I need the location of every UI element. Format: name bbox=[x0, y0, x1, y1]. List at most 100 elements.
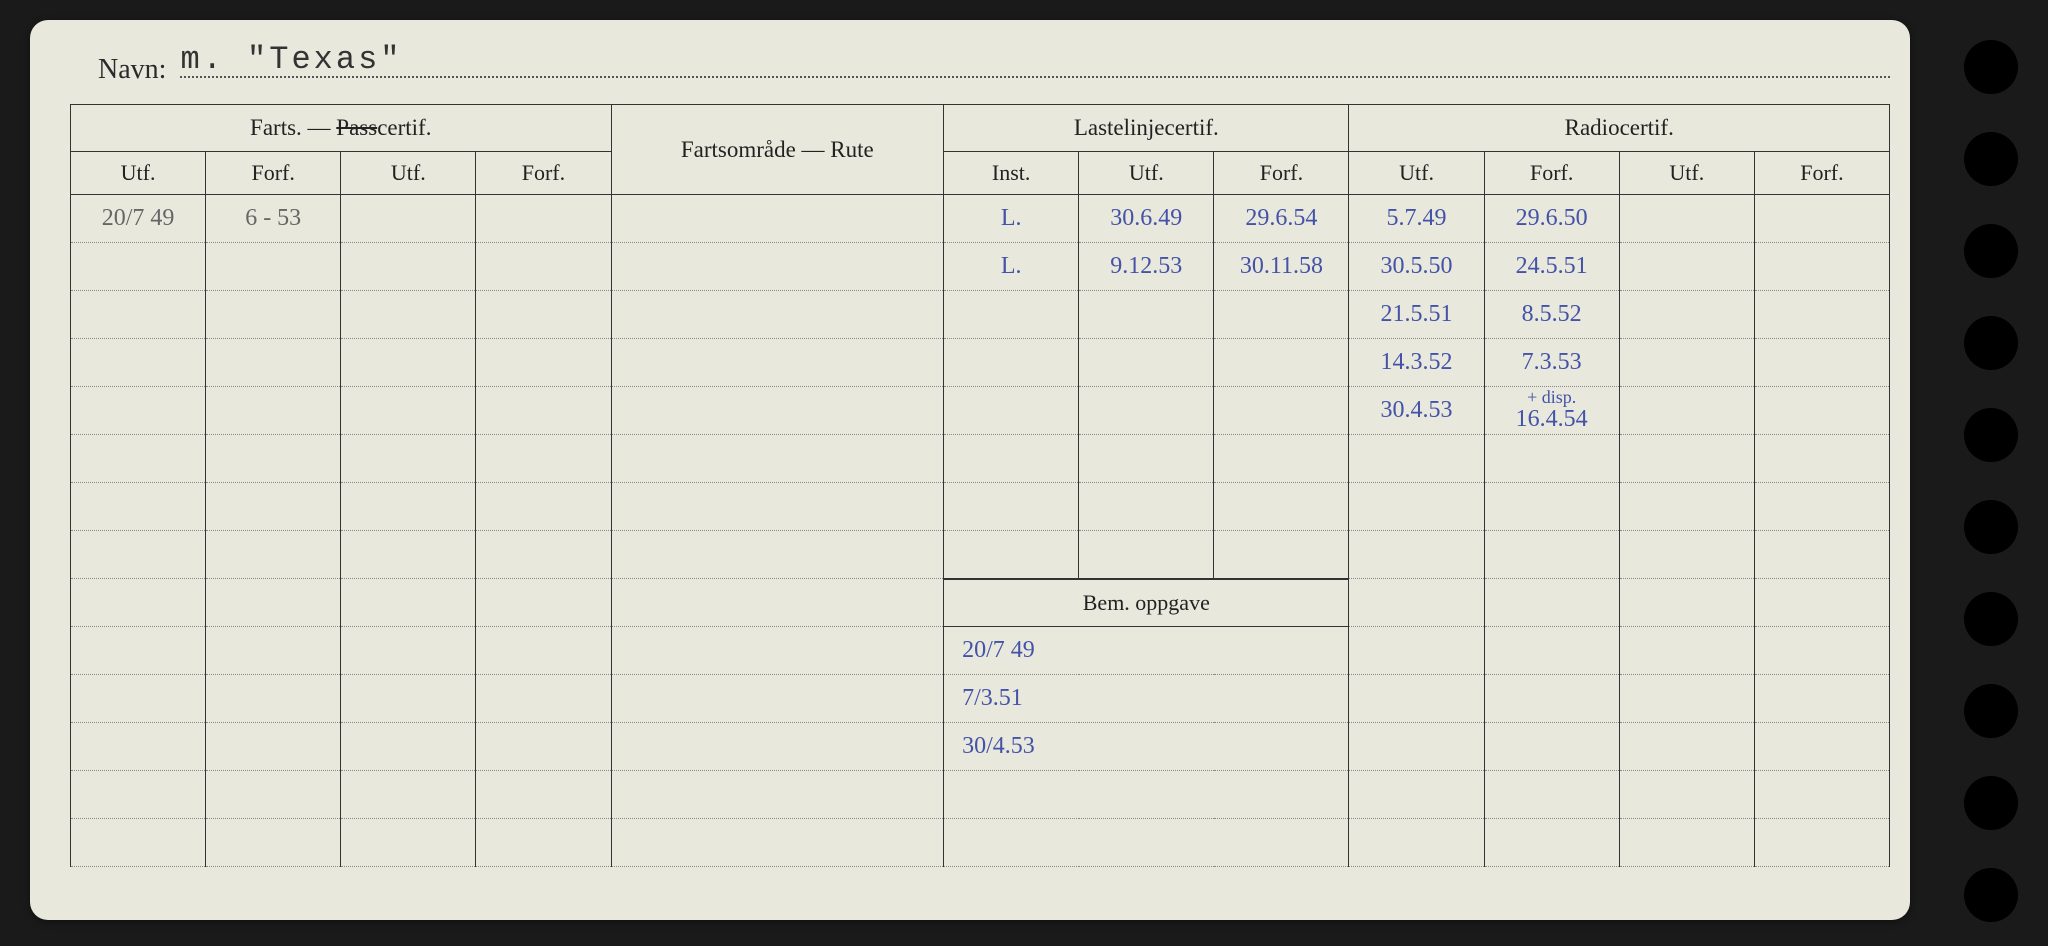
cell bbox=[206, 291, 341, 339]
bem-cell bbox=[944, 819, 1349, 867]
cell bbox=[341, 435, 476, 483]
header-forf: Forf. bbox=[476, 152, 611, 195]
cell bbox=[611, 723, 944, 771]
cell bbox=[944, 339, 1079, 387]
cell bbox=[1484, 771, 1619, 819]
cell: 6 - 53 bbox=[206, 195, 341, 243]
cell bbox=[1619, 675, 1754, 723]
cell bbox=[71, 243, 206, 291]
cell bbox=[1484, 675, 1619, 723]
cell: 14.3.52 bbox=[1349, 339, 1484, 387]
cell bbox=[944, 387, 1079, 435]
hole-icon bbox=[1964, 776, 2018, 830]
cell bbox=[71, 435, 206, 483]
table-row: 21.5.518.5.52 bbox=[71, 291, 1890, 339]
cell bbox=[1349, 675, 1484, 723]
cell bbox=[206, 771, 341, 819]
cell bbox=[206, 483, 341, 531]
cell: 24.5.51 bbox=[1484, 243, 1619, 291]
table-row bbox=[71, 483, 1890, 531]
cell bbox=[611, 675, 944, 723]
name-underline: m. "Texas" bbox=[180, 48, 1890, 78]
cell bbox=[206, 531, 341, 579]
cell bbox=[476, 579, 611, 627]
cell bbox=[476, 483, 611, 531]
cell bbox=[476, 339, 611, 387]
table-row bbox=[71, 531, 1890, 579]
header-rute: Fartsområde — Rute bbox=[611, 105, 944, 195]
cell bbox=[71, 723, 206, 771]
cell bbox=[476, 243, 611, 291]
cell bbox=[1349, 627, 1484, 675]
cell: 7.3.53 bbox=[1484, 339, 1619, 387]
table-row: 14.3.527.3.53 bbox=[71, 339, 1890, 387]
table-body: 20/7 496 - 53L.30.6.4929.6.545.7.4929.6.… bbox=[71, 195, 1890, 867]
cell: 29.6.50 bbox=[1484, 195, 1619, 243]
cell bbox=[944, 435, 1079, 483]
cell bbox=[71, 531, 206, 579]
cell: 30.5.50 bbox=[1349, 243, 1484, 291]
cell bbox=[611, 819, 944, 867]
cell bbox=[1079, 339, 1214, 387]
cell bbox=[1079, 291, 1214, 339]
cell bbox=[611, 579, 944, 627]
cell bbox=[206, 627, 341, 675]
cell bbox=[341, 723, 476, 771]
bem-cell: 30/4.53 bbox=[944, 723, 1349, 771]
cell bbox=[71, 483, 206, 531]
hole-icon bbox=[1964, 408, 2018, 462]
cell bbox=[1619, 339, 1754, 387]
header-utf: Utf. bbox=[341, 152, 476, 195]
header-forf: Forf. bbox=[206, 152, 341, 195]
cell bbox=[341, 771, 476, 819]
header-forf: Forf. bbox=[1484, 152, 1619, 195]
cell bbox=[611, 243, 944, 291]
cell bbox=[476, 291, 611, 339]
cell bbox=[611, 339, 944, 387]
header-laste: Lastelinjecertif. bbox=[944, 105, 1349, 152]
cell bbox=[1619, 291, 1754, 339]
cell bbox=[1619, 723, 1754, 771]
table-row: 20/7 496 - 53L.30.6.4929.6.545.7.4929.6.… bbox=[71, 195, 1890, 243]
cell bbox=[611, 483, 944, 531]
cell bbox=[1079, 435, 1214, 483]
cell bbox=[1214, 435, 1349, 483]
hole-icon bbox=[1964, 132, 2018, 186]
cell bbox=[611, 627, 944, 675]
cell bbox=[206, 675, 341, 723]
table-row: 7/3.51 bbox=[71, 675, 1890, 723]
cell bbox=[1754, 675, 1889, 723]
cell bbox=[1484, 723, 1619, 771]
cell bbox=[1619, 531, 1754, 579]
cell bbox=[206, 723, 341, 771]
cell bbox=[71, 291, 206, 339]
cell bbox=[1619, 387, 1754, 435]
certificate-table: Farts. — Passcertif. Fartsområde — Rute … bbox=[70, 104, 1890, 867]
cell bbox=[341, 579, 476, 627]
cell bbox=[1754, 483, 1889, 531]
header-utf: Utf. bbox=[1349, 152, 1484, 195]
cell bbox=[944, 291, 1079, 339]
name-row: Navn: m. "Texas" bbox=[70, 48, 1890, 86]
cell bbox=[1754, 339, 1889, 387]
cell bbox=[71, 339, 206, 387]
cell bbox=[1349, 483, 1484, 531]
cell bbox=[206, 579, 341, 627]
cell bbox=[1754, 627, 1889, 675]
name-label: Navn: bbox=[98, 54, 166, 86]
cell bbox=[1214, 291, 1349, 339]
cell: 30.6.49 bbox=[1079, 195, 1214, 243]
table-row bbox=[71, 771, 1890, 819]
cell bbox=[1484, 819, 1619, 867]
cell bbox=[1754, 819, 1889, 867]
cell: 29.6.54 bbox=[1214, 195, 1349, 243]
cell bbox=[1754, 243, 1889, 291]
cell: 21.5.51 bbox=[1349, 291, 1484, 339]
cell bbox=[476, 627, 611, 675]
cell bbox=[1619, 243, 1754, 291]
cell bbox=[71, 675, 206, 723]
table-row bbox=[71, 435, 1890, 483]
cell bbox=[71, 387, 206, 435]
bem-cell: 7/3.51 bbox=[944, 675, 1349, 723]
cell bbox=[1349, 771, 1484, 819]
